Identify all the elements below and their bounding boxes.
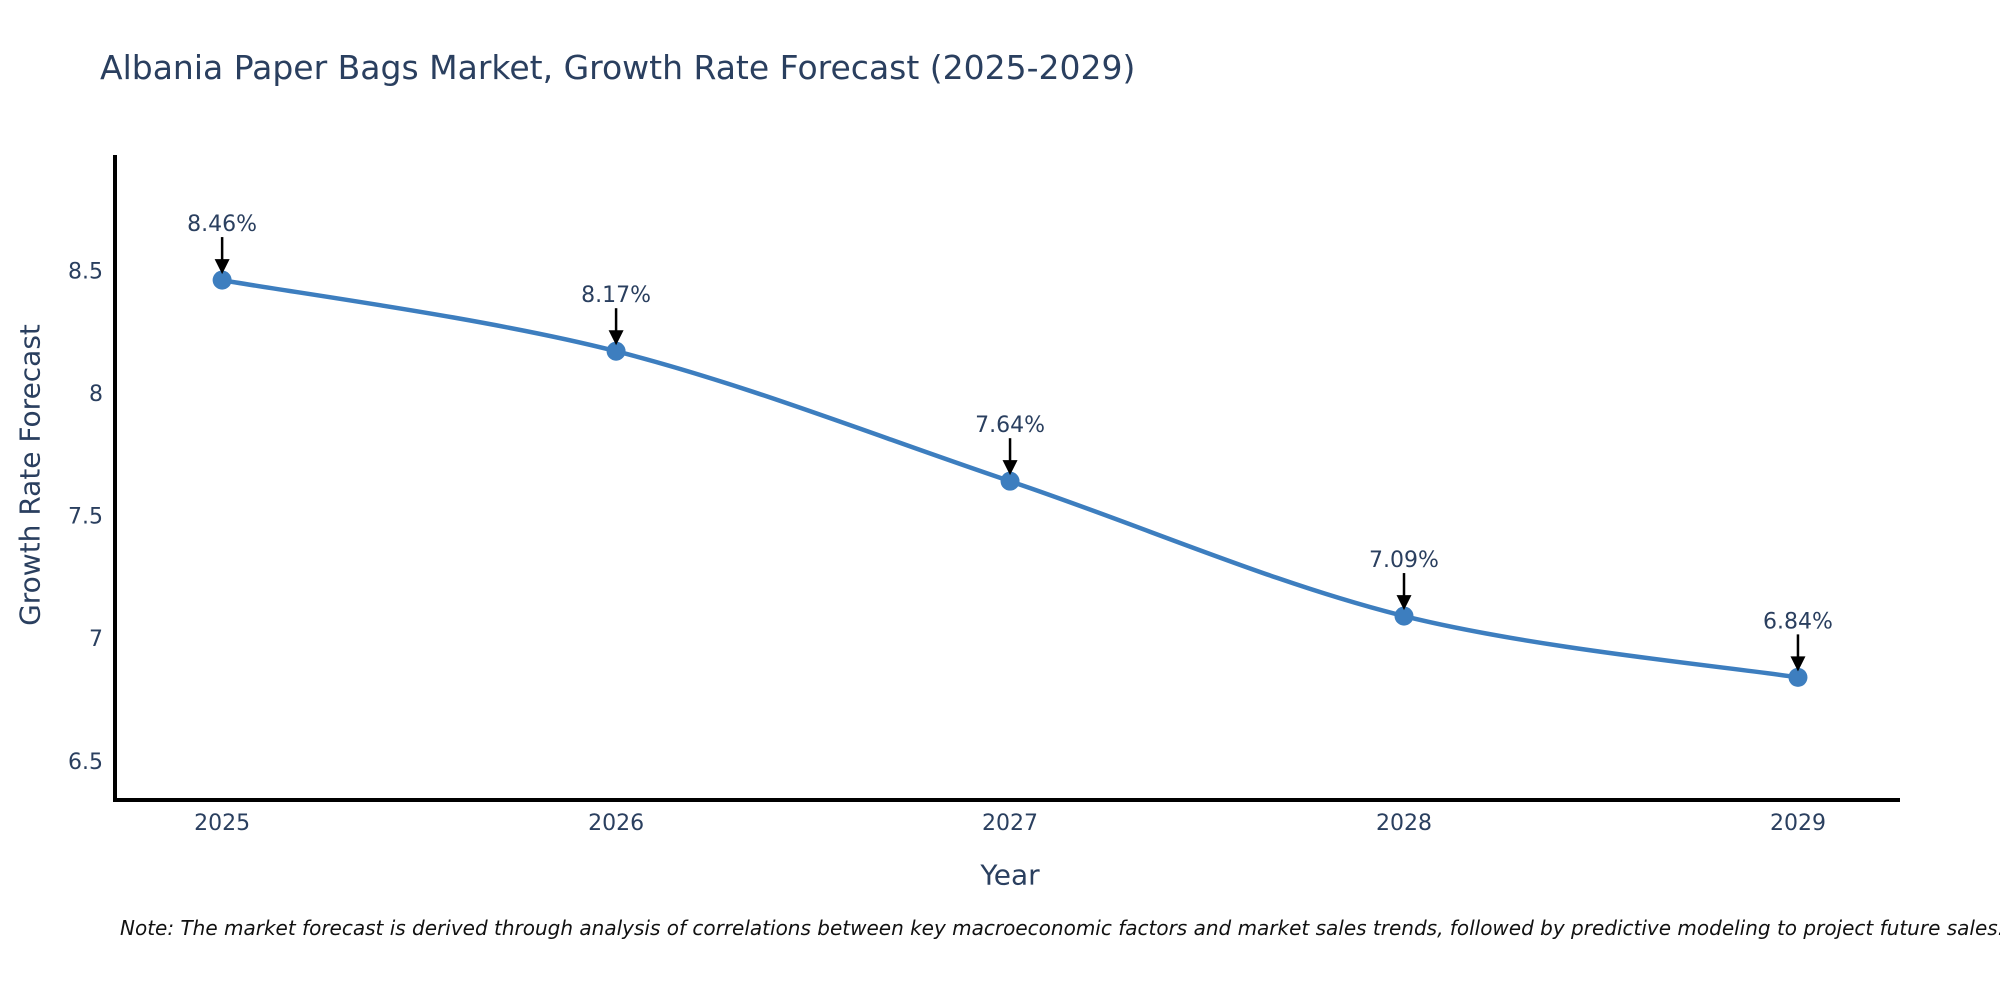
data-point-marker	[1000, 471, 1020, 491]
y-tick-label: 8.5	[68, 259, 103, 284]
y-tick-label: 7.5	[68, 505, 103, 530]
x-tick-label: 2027	[982, 811, 1038, 836]
y-tick-label: 7	[89, 627, 103, 652]
data-point-marker	[1394, 606, 1414, 626]
point-value-label: 8.17%	[581, 283, 651, 308]
x-tick-label: 2029	[1770, 811, 1826, 836]
point-value-label: 8.46%	[187, 212, 257, 237]
annotation-arrowhead-icon	[214, 259, 230, 275]
point-value-label: 7.64%	[975, 413, 1045, 438]
footnote: Note: The market forecast is derived thr…	[120, 916, 2000, 940]
data-point-marker	[212, 270, 232, 290]
data-point-marker	[606, 341, 626, 361]
annotation-arrowhead-icon	[608, 330, 624, 346]
x-tick-label: 2026	[588, 811, 644, 836]
annotation-arrowhead-icon	[1790, 656, 1806, 672]
point-value-label: 6.84%	[1763, 609, 1833, 634]
y-tick-label: 8	[89, 382, 103, 407]
chart-title: Albania Paper Bags Market, Growth Rate F…	[100, 48, 1136, 87]
x-tick-label: 2025	[194, 811, 250, 836]
y-axis-title: Growth Rate Forecast	[13, 324, 47, 626]
point-value-label: 7.09%	[1369, 548, 1439, 573]
data-point-marker	[1788, 667, 1808, 687]
annotation-arrowhead-icon	[1396, 595, 1412, 611]
y-tick-label: 6.5	[68, 750, 103, 775]
annotation-arrowhead-icon	[1002, 460, 1018, 476]
x-tick-label: 2028	[1376, 811, 1432, 836]
x-axis-title: Year	[980, 858, 1040, 892]
